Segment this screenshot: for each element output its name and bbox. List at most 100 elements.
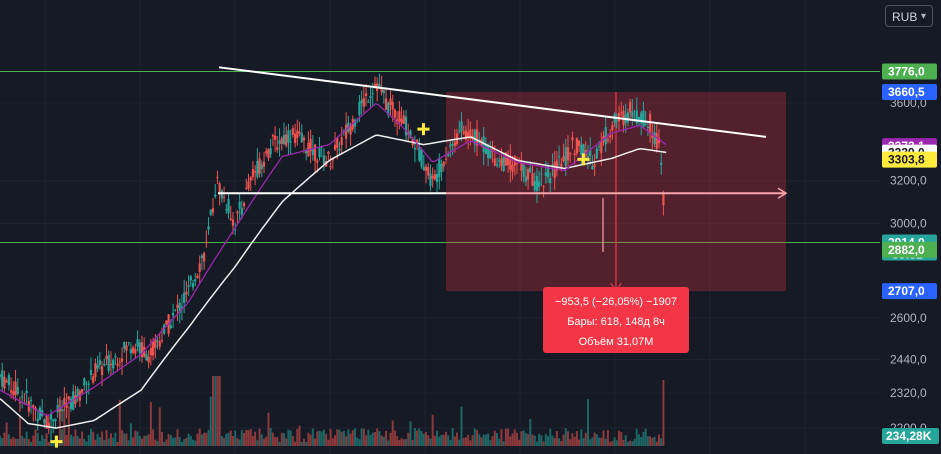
volume-bar — [98, 437, 101, 446]
candle-body — [138, 342, 141, 354]
volume-bar — [467, 434, 470, 446]
candle-body — [429, 173, 432, 186]
candle-body — [520, 160, 523, 171]
volume-bar — [340, 431, 343, 446]
volume-bar — [263, 438, 266, 446]
volume-bar — [276, 437, 279, 446]
horizontal-levels — [0, 71, 880, 244]
volume-bar — [566, 431, 569, 446]
candle-body — [123, 341, 126, 349]
volume-bar — [112, 437, 115, 446]
candle-body — [280, 138, 283, 145]
volume-bar — [542, 441, 545, 446]
drawings — [218, 66, 788, 252]
volume-bar — [449, 440, 452, 446]
candle-body — [140, 342, 144, 358]
candle-body — [240, 208, 243, 215]
candle-body — [586, 156, 590, 158]
candle-body — [176, 304, 179, 309]
candle-body — [467, 132, 470, 137]
volume-bar — [413, 428, 416, 446]
volume-bar — [309, 434, 312, 446]
volume-bar — [436, 430, 439, 446]
candle-body — [555, 160, 559, 171]
candle-body — [515, 163, 519, 165]
volume-bar — [353, 428, 356, 446]
candle-body — [573, 153, 576, 156]
volume-bar — [149, 402, 152, 446]
volume-bar — [58, 399, 61, 446]
candle-body — [291, 128, 294, 135]
volume-bar — [147, 434, 150, 446]
candle-body — [225, 209, 228, 211]
volume-bar — [160, 431, 163, 446]
volume-bar — [622, 439, 625, 446]
volume-bar — [289, 430, 292, 446]
candle-body — [340, 137, 343, 146]
candle-body — [185, 291, 188, 295]
volume-bar — [487, 433, 490, 446]
candle-body — [640, 112, 643, 124]
volume-bar — [331, 438, 334, 446]
volume-bar — [176, 429, 179, 446]
candle-body — [646, 126, 649, 129]
volume-bar — [138, 435, 141, 446]
volume-bar — [178, 437, 181, 446]
candle-body — [134, 349, 137, 354]
candle-body — [595, 148, 598, 159]
candle-body — [409, 130, 412, 138]
volume-bar — [376, 428, 379, 446]
volume-bar — [420, 431, 423, 446]
volume-bar — [547, 436, 550, 446]
volume-bar — [360, 428, 363, 446]
candle-body — [657, 137, 661, 144]
candle-body — [549, 178, 552, 184]
volume-bar — [651, 437, 654, 446]
candle-body — [522, 164, 525, 177]
candle-body — [196, 275, 199, 278]
volume-bar — [460, 406, 463, 446]
volume-bar — [189, 435, 192, 446]
candle-body — [178, 302, 181, 313]
candle-body — [43, 419, 46, 424]
candle-body — [420, 150, 423, 167]
candle-body — [209, 209, 212, 215]
volume-bar — [101, 431, 104, 446]
volume-bar — [187, 433, 190, 446]
candle-body — [558, 156, 561, 158]
currency-label: RUB — [892, 10, 918, 24]
marker-cross — [577, 153, 590, 166]
volume-bar — [511, 433, 514, 446]
candle-body — [489, 149, 492, 159]
candle-body — [411, 137, 414, 146]
price-axis[interactable]: 2200,02320,02440,02600,03000,03200,03600… — [882, 63, 939, 444]
marker-cross — [417, 123, 430, 136]
volume-bar — [629, 440, 632, 446]
volume-bar — [236, 438, 239, 446]
candle-body — [34, 407, 37, 410]
volume-bar — [156, 440, 159, 446]
volume-bar — [618, 430, 621, 446]
volume-bar — [571, 433, 574, 446]
candle-body — [109, 364, 113, 366]
candle-body — [236, 211, 239, 214]
volume-bars — [0, 376, 665, 446]
candle-body — [274, 135, 277, 140]
volume-bar — [314, 438, 317, 446]
volume-bar — [538, 433, 541, 446]
volume-bar — [10, 438, 13, 446]
volume-bar — [25, 431, 28, 446]
volume-bar — [322, 429, 325, 446]
currency-selector[interactable]: RUB ▾ — [885, 5, 933, 27]
marker-cross — [50, 435, 63, 448]
volume-bar — [640, 436, 643, 446]
candle-body — [94, 363, 97, 377]
candle-body — [593, 164, 596, 167]
volume-bar — [591, 437, 594, 446]
volume-bar — [327, 439, 330, 446]
volume-bar — [92, 431, 95, 446]
candle-body — [112, 360, 115, 369]
candle-body — [589, 149, 592, 157]
volume-bar — [214, 376, 217, 446]
